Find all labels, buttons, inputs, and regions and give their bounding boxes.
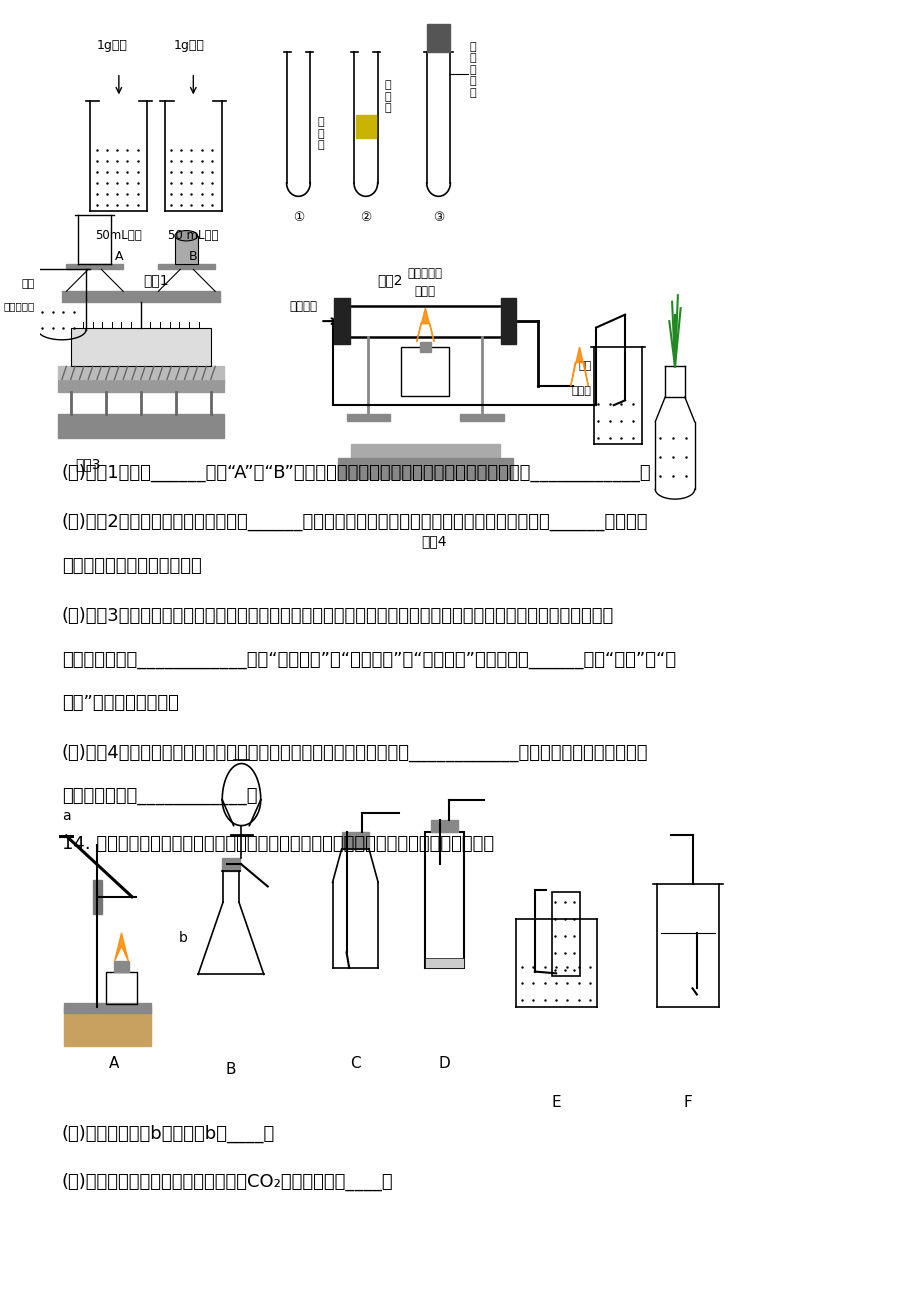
Text: 遵守”）质量守恒定律。: 遵守”）质量守恒定律。	[62, 694, 178, 712]
Bar	[175, 236, 198, 264]
Bar	[550, 892, 579, 976]
Text: b: b	[178, 931, 187, 945]
Text: 植
物
油: 植 物 油	[384, 79, 391, 113]
Text: 实验3: 实验3	[75, 457, 101, 471]
Text: ①: ①	[292, 211, 303, 224]
Text: B: B	[188, 250, 198, 263]
Text: (２)实验2：一段时间后，观察到试管______（填序号，下同）中的铁钉有明显的锈蚀。对比试管______中现象，: (２)实验2：一段时间后，观察到试管______（填序号，下同）中的铁钉有明显的…	[62, 513, 648, 531]
Text: ②: ②	[360, 211, 371, 224]
Ellipse shape	[175, 230, 198, 241]
Text: a: a	[62, 809, 71, 823]
Polygon shape	[114, 934, 129, 961]
Bar	[62, 292, 220, 302]
Text: F: F	[683, 1095, 692, 1109]
Bar	[63, 1006, 151, 1046]
Bar	[158, 264, 215, 270]
Bar	[341, 832, 369, 849]
Text: 干
燥
的
空
气: 干 燥 的 空 气	[469, 42, 476, 98]
Bar	[350, 444, 499, 460]
Polygon shape	[570, 348, 587, 385]
Bar	[114, 961, 129, 971]
Text: 1g品红: 1g品红	[174, 39, 204, 52]
Polygon shape	[356, 115, 376, 138]
Bar	[420, 342, 430, 352]
Text: 观察到天平指针____________（填“向左偏转”、“指向中间”或“向右偏转”）。该反应______（填“遵守”或“不: 观察到天平指针____________（填“向左偏转”、“指向中间”或“向右偏转…	[62, 651, 675, 669]
Bar	[222, 858, 240, 871]
Bar	[58, 366, 223, 379]
Text: ③: ③	[433, 211, 444, 224]
Text: 氧化鐵: 氧化鐵	[414, 285, 436, 298]
Text: D: D	[438, 1056, 450, 1072]
Text: 酒精灯的目的是____________。: 酒精灯的目的是____________。	[62, 786, 257, 805]
Text: 一氧化碳: 一氧化碳	[289, 301, 317, 314]
Bar	[106, 971, 137, 1004]
Bar	[431, 820, 458, 832]
Bar	[425, 832, 463, 967]
Text: 澄清: 澄清	[577, 362, 591, 371]
Text: A: A	[109, 1056, 119, 1072]
Bar	[460, 414, 504, 421]
Text: 实验1: 实验1	[142, 273, 168, 288]
Bar	[58, 379, 223, 392]
Bar	[71, 328, 210, 366]
Text: E: E	[551, 1095, 561, 1109]
Text: 石灰水: 石灰水	[571, 385, 591, 396]
Text: C: C	[349, 1056, 360, 1072]
Bar	[66, 264, 123, 270]
Bar	[401, 348, 449, 396]
Text: B: B	[225, 1062, 236, 1077]
Bar	[337, 458, 513, 479]
Bar	[334, 298, 350, 345]
Text: (３)实验3：利用该装置验证质量守恒定律，反应前，天平平衡；将盐酸倒入烧杯中与碳酸钔充分反应后，再称量，: (３)实验3：利用该装置验证质量守恒定律，反应前，天平平衡；将盐酸倒入烧杯中与碳…	[62, 607, 614, 625]
Bar	[94, 880, 102, 914]
Text: 实验2: 实验2	[377, 273, 403, 288]
Text: 可以得出铁生锈与空气有关。: 可以得出铁生锈与空气有关。	[62, 556, 201, 574]
Text: 硬质玻璃管: 硬质玻璃管	[407, 267, 442, 280]
Text: 盐酸: 盐酸	[21, 279, 34, 289]
Bar	[342, 306, 508, 337]
Text: 1g品红: 1g品红	[96, 39, 127, 52]
Bar	[425, 957, 463, 967]
Text: 实验4: 实验4	[421, 535, 447, 548]
Polygon shape	[416, 309, 434, 342]
Bar	[426, 23, 450, 52]
Bar	[346, 414, 390, 421]
Text: 碳酸钔粉末: 碳酸钔粉末	[3, 301, 34, 311]
Text: (２)实验室用石灿石和稀盐酸反应制取CO₂的收集装置是____。: (２)实验室用石灿石和稀盐酸反应制取CO₂的收集装置是____。	[62, 1172, 393, 1190]
Text: (１)实验1：烧杯______（填“A”或“B”）中的水先变红。从分子的角度解释该现象的原因____________。: (１)实验1：烧杯______（填“A”或“B”）中的水先变红。从分子的角度解释…	[62, 464, 651, 482]
Bar	[58, 414, 223, 437]
Text: 50 mL热水: 50 mL热水	[168, 229, 219, 242]
Text: A: A	[115, 250, 123, 263]
Bar	[63, 1003, 151, 1013]
Text: 14. 实验室常用如图所示的装置制取气体和进行实验，请你根据所学知识回答下列问题：: 14. 实验室常用如图所示的装置制取气体和进行实验，请你根据所学知识回答下列问题…	[62, 835, 494, 853]
Text: 蒸
馏
水: 蒸 馏 水	[317, 117, 323, 151]
Bar	[500, 298, 516, 345]
Text: 50mL冷水: 50mL冷水	[96, 229, 142, 242]
Text: (４)实验4：实验进行一段时间，硬质玻璃管中发生反应的化学方程式是____________。右边导气管口放置点燃的: (４)实验4：实验进行一段时间，硬质玻璃管中发生反应的化学方程式是_______…	[62, 745, 648, 763]
Text: (１)写出图中仪器b的名称：b为____。: (１)写出图中仪器b的名称：b为____。	[62, 1125, 275, 1143]
